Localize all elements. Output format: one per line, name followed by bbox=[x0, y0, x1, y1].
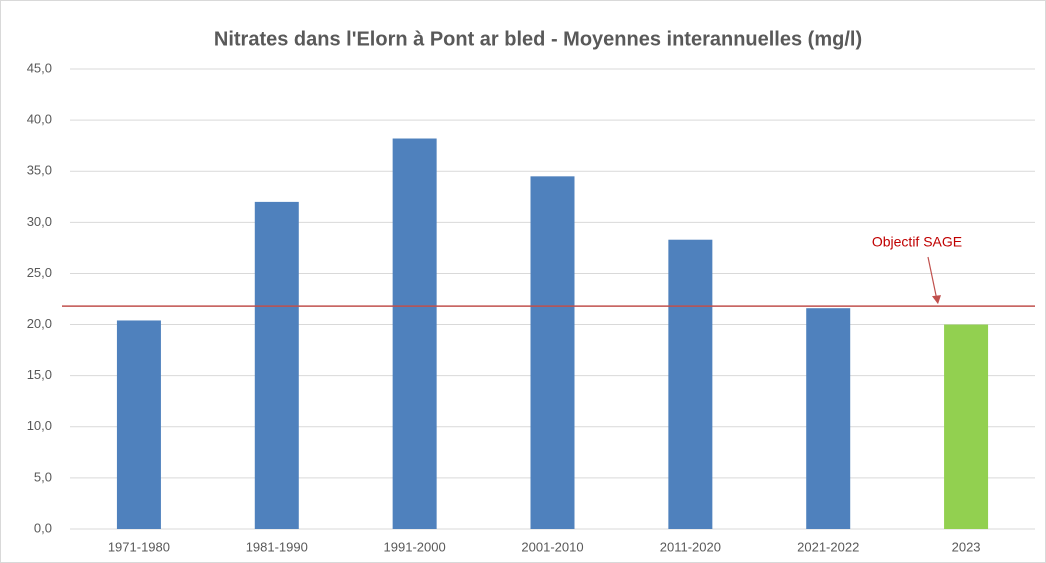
annotation: Objectif SAGE bbox=[872, 234, 962, 250]
annotation-arrowhead bbox=[932, 295, 941, 305]
x-tick-label: 2021-2022 bbox=[797, 539, 859, 554]
bar bbox=[944, 324, 989, 529]
x-tick-label: 1981-1990 bbox=[246, 539, 308, 554]
x-tick-label: 2023 bbox=[952, 539, 981, 554]
bar bbox=[530, 176, 575, 530]
x-tick-label: 2001-2010 bbox=[521, 539, 583, 554]
y-tick-label: 35,0 bbox=[27, 163, 52, 178]
y-tick-label: 15,0 bbox=[27, 367, 52, 382]
x-tick-label: 2011-2020 bbox=[660, 539, 721, 554]
y-tick-label: 5,0 bbox=[34, 469, 52, 484]
bar bbox=[116, 320, 161, 529]
y-tick-label: 30,0 bbox=[27, 214, 52, 229]
y-tick-label: 10,0 bbox=[27, 418, 52, 433]
y-tick-label: 20,0 bbox=[27, 316, 52, 331]
bar bbox=[806, 308, 851, 529]
x-tick-label: 1971-1980 bbox=[108, 539, 170, 554]
y-tick-label: 25,0 bbox=[27, 265, 52, 280]
y-tick-label: 40,0 bbox=[27, 112, 52, 127]
annotation-arrow bbox=[927, 256, 938, 301]
x-tick-label: 1991-2000 bbox=[384, 539, 446, 554]
bar bbox=[392, 138, 437, 529]
chart-title: Nitrates dans l'Elorn à Pont ar bled - M… bbox=[214, 28, 862, 50]
y-tick-label: 45,0 bbox=[27, 60, 52, 75]
y-tick-label: 0,0 bbox=[34, 520, 52, 535]
bar bbox=[254, 201, 299, 529]
bar bbox=[668, 239, 713, 529]
